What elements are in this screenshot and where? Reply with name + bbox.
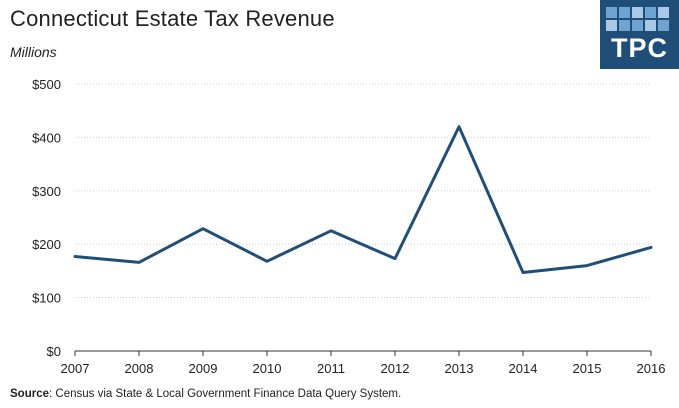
x-tick-label-2013: 2013 xyxy=(445,361,474,376)
logo-text: TPC xyxy=(611,33,668,63)
y-tick-label-100: $100 xyxy=(32,291,61,306)
y-tick-label-300: $300 xyxy=(32,184,61,199)
x-tick-label-2008: 2008 xyxy=(125,361,154,376)
x-tick-label-2014: 2014 xyxy=(509,361,538,376)
y-tick-label-0: $0 xyxy=(47,344,61,359)
y-tick-label-200: $200 xyxy=(32,237,61,252)
source-text: : Census via State & Local Government Fi… xyxy=(49,388,402,400)
source-label: Source xyxy=(10,388,49,400)
series-line-0 xyxy=(73,125,653,274)
x-tick-label-2009: 2009 xyxy=(189,361,218,376)
tpc-logo: TPC xyxy=(600,0,679,69)
x-tick-label-2016: 2016 xyxy=(637,361,666,376)
y-tick-label-400: $400 xyxy=(32,130,61,145)
source-note: Source: Census via State & Local Governm… xyxy=(10,388,401,400)
x-tick-label-2007: 2007 xyxy=(61,361,90,376)
y-tick-label-500: $500 xyxy=(32,77,61,92)
x-tick-label-2010: 2010 xyxy=(253,361,282,376)
units-label: Millions xyxy=(10,44,57,60)
x-tick-label-2012: 2012 xyxy=(381,361,410,376)
x-tick-label-2011: 2011 xyxy=(317,361,345,376)
chart-title: Connecticut Estate Tax Revenue xyxy=(10,6,335,31)
x-tick-label-2015: 2015 xyxy=(573,361,602,376)
